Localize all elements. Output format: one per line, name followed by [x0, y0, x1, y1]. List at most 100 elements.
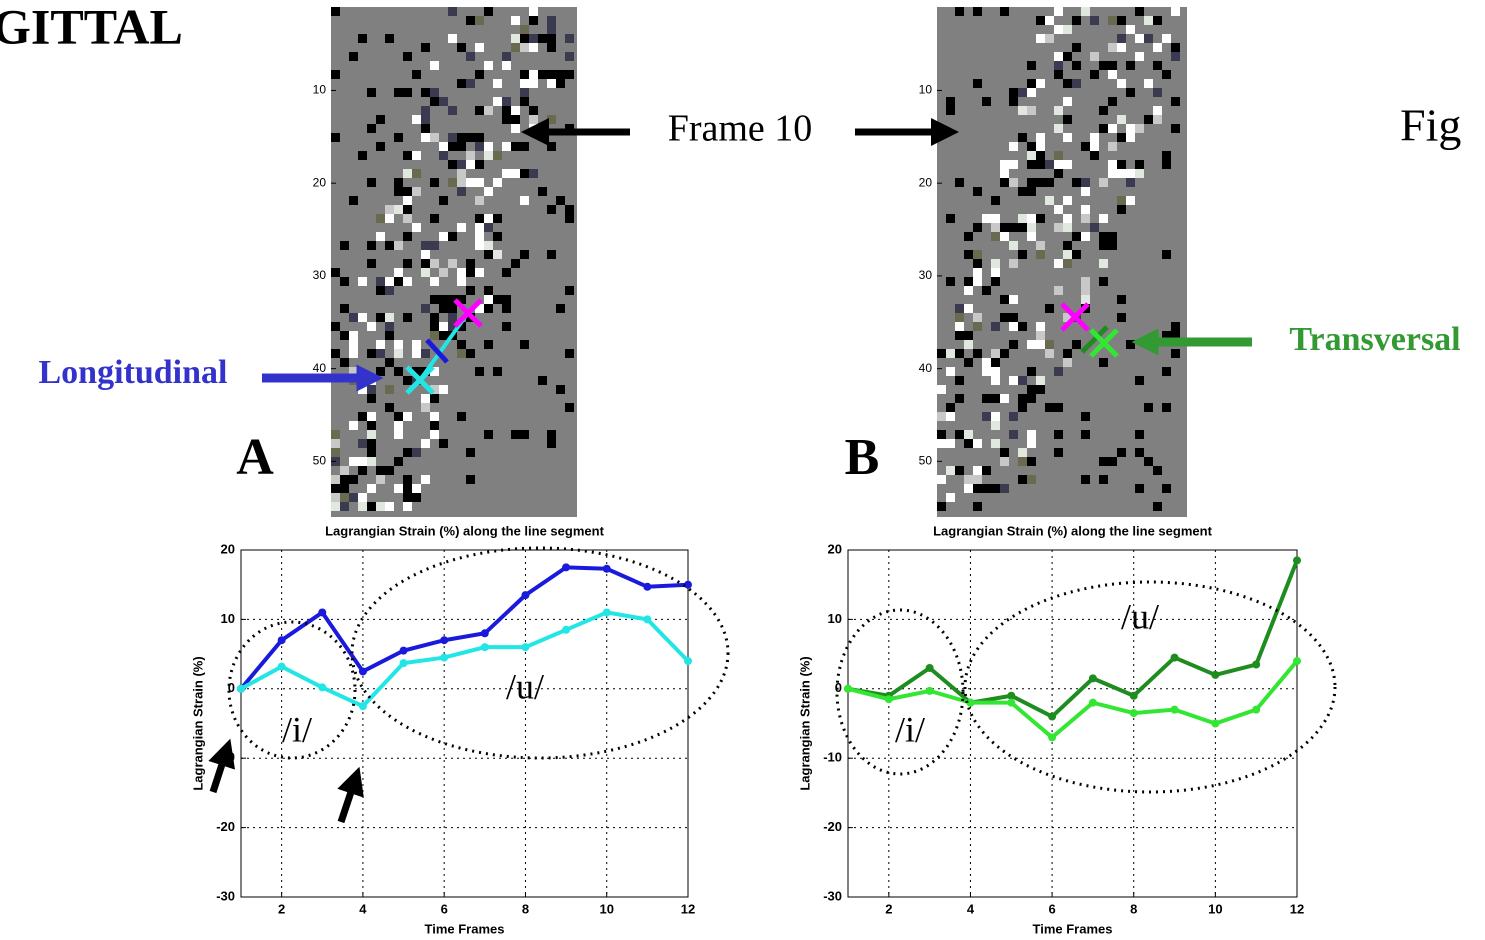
- image-pixel: [466, 448, 475, 457]
- image-pixel: [565, 286, 574, 295]
- image-pixel: [457, 277, 466, 286]
- image-pixel: [367, 394, 376, 403]
- image-pixel: [412, 70, 421, 79]
- image-pixel: [1000, 160, 1009, 169]
- image-pixel: [466, 133, 475, 142]
- image-pixel: [421, 241, 430, 250]
- image-pixel: [1162, 250, 1171, 259]
- y-tick-label: -30: [823, 888, 842, 903]
- image-pixel: [349, 340, 358, 349]
- image-pixel: [385, 277, 394, 286]
- image-pixel: [1036, 151, 1045, 160]
- image-pixel: [466, 349, 475, 358]
- image-pixel: [1027, 232, 1036, 241]
- annotation: /u/: [506, 666, 544, 706]
- image-pixel: [547, 430, 556, 439]
- image-pixel: [529, 43, 538, 52]
- image-pixel: [358, 466, 367, 475]
- image-pixel: [1045, 160, 1054, 169]
- chart-title: Lagrangian Strain (%) along the line seg…: [933, 523, 1212, 538]
- image-pixel: [367, 259, 376, 268]
- image-pixel: [412, 484, 421, 493]
- image-pixel: [1018, 448, 1027, 457]
- image-pixel: [547, 142, 556, 151]
- image-pixel: [520, 88, 529, 97]
- image-pixel: [475, 142, 484, 151]
- marker-cross: [405, 365, 435, 395]
- image-pixel: [394, 457, 403, 466]
- image-pixel: [1027, 160, 1036, 169]
- image-pixel: [430, 394, 439, 403]
- image-pixel: [1072, 43, 1081, 52]
- image-pixel: [484, 151, 493, 160]
- x-tick-label: 10: [1208, 901, 1222, 916]
- image-pixel: [1063, 115, 1072, 124]
- image-pixel: [1018, 187, 1027, 196]
- image-pixel: [520, 34, 529, 43]
- image-pixel: [403, 169, 412, 178]
- image-pixel: [430, 88, 439, 97]
- image-pixel: [973, 7, 982, 16]
- image-pixel: [937, 475, 946, 484]
- x-tick-label: 6: [1048, 901, 1055, 916]
- image-pixel: [1027, 142, 1036, 151]
- image-pixel: [475, 106, 484, 115]
- image-pixel: [394, 430, 403, 439]
- y-tick-label: 50: [313, 454, 327, 468]
- image-pixel: [457, 349, 466, 358]
- annotation-ellipse: [963, 580, 1337, 794]
- image-pixel: [502, 115, 511, 124]
- image-pixel: [448, 133, 457, 142]
- image-pixel: [1018, 457, 1027, 466]
- image-pixel: [430, 295, 439, 304]
- image-pixel: [421, 259, 430, 268]
- image-pixel: [331, 475, 340, 484]
- image-pixel: [1027, 475, 1036, 484]
- image-pixel: [448, 295, 457, 304]
- image-pixel: [385, 466, 394, 475]
- image-pixel: [946, 367, 955, 376]
- image-pixel: [475, 223, 484, 232]
- image-pixel: [1000, 313, 1009, 322]
- image-pixel: [358, 313, 367, 322]
- image-pixel: [1036, 241, 1045, 250]
- image-pixel: [1009, 313, 1018, 322]
- image-pixel: [1018, 322, 1027, 331]
- image-pixel: [511, 430, 520, 439]
- image-pixel: [955, 178, 964, 187]
- image-pixel: [448, 178, 457, 187]
- image-pixel: [946, 439, 955, 448]
- data-line: [240, 610, 690, 709]
- image-pixel: [1036, 214, 1045, 223]
- image-pixel: [1027, 214, 1036, 223]
- image-pixel: [439, 268, 448, 277]
- data-point: [1170, 705, 1179, 714]
- image-pixel: [547, 439, 556, 448]
- image-pixel: [1081, 232, 1090, 241]
- image-pixel: [457, 223, 466, 232]
- x-tick-label: 2: [278, 901, 285, 916]
- image-pixel: [1126, 169, 1135, 178]
- image-pixel: [1036, 322, 1045, 331]
- image-pixel: [331, 430, 340, 439]
- image-pixel: [1117, 133, 1126, 142]
- image-pixel: [1099, 61, 1108, 70]
- image-pixel: [937, 412, 946, 421]
- image-pixel: [475, 304, 484, 313]
- image-pixel: [973, 349, 982, 358]
- image-pixel: [448, 7, 457, 16]
- image-pixel: [385, 403, 394, 412]
- data-point: [1293, 556, 1301, 565]
- image-pixel: [1027, 223, 1036, 232]
- image-pixel: [475, 178, 484, 187]
- image-pixel: [1099, 214, 1108, 223]
- image-pixel: [1027, 439, 1036, 448]
- image-pixel: [439, 385, 448, 394]
- image-pixel: [475, 214, 484, 223]
- image-pixel: [937, 385, 946, 394]
- image-pixel: [1126, 88, 1135, 97]
- image-pixel: [1090, 223, 1099, 232]
- image-pixel: [484, 286, 493, 295]
- image-pixel: [565, 34, 574, 43]
- image-pixel: [1117, 169, 1126, 178]
